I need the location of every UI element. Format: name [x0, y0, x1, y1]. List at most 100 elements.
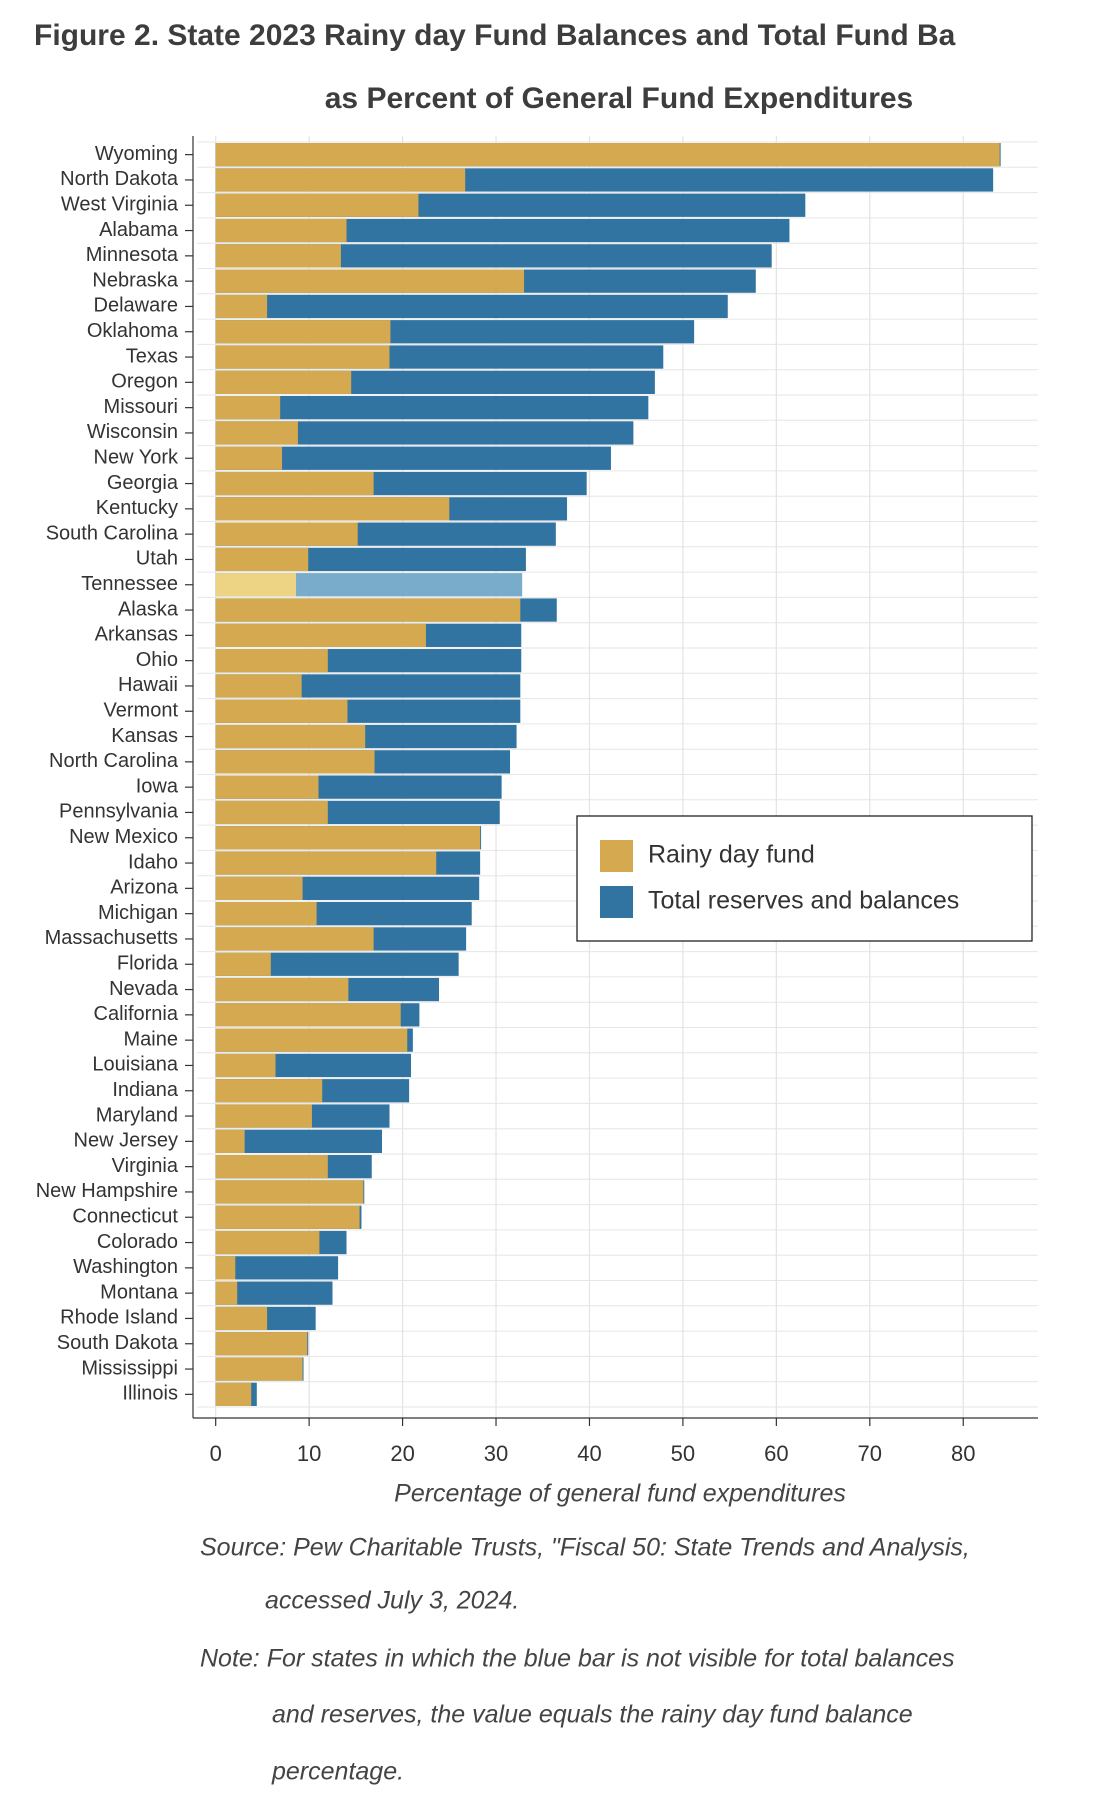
bar	[215, 750, 375, 774]
bar	[215, 927, 374, 951]
bar	[215, 1155, 328, 1179]
bar	[215, 421, 298, 445]
y-tick-label: Utah	[136, 548, 178, 570]
y-tick-label: Kentucky	[96, 497, 178, 519]
y-tick-label: Michigan	[98, 902, 178, 924]
bar	[215, 244, 341, 268]
bar	[215, 370, 352, 394]
bar	[215, 598, 521, 622]
y-tick-label: Oregon	[111, 371, 178, 393]
y-tick-label: New Mexico	[69, 826, 178, 848]
y-tick-label: South Dakota	[57, 1332, 179, 1354]
bar	[215, 446, 283, 470]
y-tick-label: Washington	[73, 1256, 178, 1278]
y-tick-label: Georgia	[107, 472, 179, 494]
y-tick-label: Arkansas	[95, 624, 178, 646]
bar	[215, 724, 366, 749]
bar	[215, 876, 303, 900]
y-tick-label: Maryland	[96, 1104, 178, 1126]
bar	[215, 902, 317, 926]
bar	[215, 218, 790, 243]
y-tick-label: Wisconsin	[87, 421, 178, 443]
bar	[215, 674, 302, 698]
y-tick-label: Nevada	[109, 978, 179, 1000]
y-tick-label: Wyoming	[95, 143, 178, 165]
y-tick-label: Nebraska	[92, 269, 178, 291]
x-tick-label: 80	[951, 1441, 975, 1466]
x-axis-label: Percentage of general fund expenditures	[394, 1480, 846, 1508]
bar	[215, 396, 281, 420]
bar	[215, 1053, 276, 1078]
bar	[215, 800, 328, 825]
legend-swatch	[600, 840, 633, 872]
bar	[215, 244, 772, 268]
bar	[215, 345, 390, 369]
note-line: percentage.	[271, 1758, 404, 1786]
bar	[215, 522, 358, 546]
bar	[215, 294, 268, 319]
bar	[215, 1104, 312, 1128]
y-tick-label: Ohio	[136, 649, 178, 671]
legend-label: Total reserves and balances	[648, 887, 959, 915]
bar	[215, 143, 1000, 167]
bar	[215, 1205, 360, 1229]
bar	[215, 1332, 308, 1356]
source-line: accessed July 3, 2024.	[265, 1587, 519, 1615]
bar	[215, 471, 374, 496]
bar	[215, 1129, 383, 1153]
source-line: Source: Pew Charitable Trusts, "Fiscal 5…	[200, 1534, 970, 1562]
y-tick-label: Louisiana	[92, 1054, 179, 1076]
note-line: and reserves, the value equals the rainy…	[272, 1701, 913, 1729]
bar	[215, 1256, 236, 1280]
bar	[215, 1079, 323, 1103]
chart-subtitle: as Percent of General Fund Expenditures	[325, 82, 914, 115]
bar	[215, 952, 459, 976]
bar	[215, 977, 349, 1002]
y-tick-label: Florida	[117, 953, 179, 975]
legend: Rainy day fund Total reserves and balance…	[576, 815, 1033, 942]
bar	[215, 851, 437, 875]
bar	[215, 193, 419, 217]
y-tick-label: New York	[94, 447, 179, 469]
y-tick-label: Iowa	[136, 775, 179, 797]
legend-swatch	[600, 886, 633, 918]
y-tick-label: Indiana	[112, 1079, 178, 1101]
bar	[215, 1256, 339, 1280]
y-tick-label: Delaware	[94, 295, 178, 317]
bar	[215, 497, 450, 521]
bar	[215, 218, 347, 243]
x-tick-label: 70	[858, 1441, 882, 1466]
y-tick-label: Texas	[126, 345, 178, 367]
bar	[215, 1230, 320, 1255]
y-tick-label: Mississippi	[81, 1357, 178, 1379]
y-tick-label: Connecticut	[72, 1206, 178, 1228]
bar	[215, 1129, 245, 1153]
y-tick-label: New Jersey	[74, 1130, 178, 1152]
bar	[215, 294, 728, 319]
bar	[215, 1281, 333, 1305]
y-tick-label: Alabama	[99, 219, 179, 241]
y-tick-label: Alaska	[118, 598, 179, 620]
y-tick-label: New Hampshire	[36, 1180, 178, 1202]
bar	[215, 320, 391, 344]
bar	[215, 1003, 401, 1027]
bar	[215, 1281, 238, 1305]
bar	[215, 699, 348, 723]
x-tick-label: 30	[484, 1441, 508, 1466]
y-tick-label: Rhode Island	[60, 1307, 178, 1329]
y-tick-label: Tennessee	[81, 573, 178, 595]
bar	[215, 1382, 252, 1406]
bar	[215, 826, 481, 850]
bar	[215, 396, 649, 420]
y-tick-label: West Virginia	[61, 194, 179, 216]
y-tick-label: Idaho	[128, 851, 178, 873]
y-tick-label: South Carolina	[46, 522, 179, 544]
y-tick-label: North Carolina	[49, 750, 179, 772]
y-tick-label: Oklahoma	[87, 320, 179, 342]
y-tick-label: Massachusetts	[45, 927, 178, 949]
note-line: Note: For states in which the blue bar i…	[200, 1645, 955, 1673]
y-tick-label: Arizona	[110, 877, 179, 899]
x-tick-label: 40	[577, 1441, 601, 1466]
bar	[215, 649, 328, 673]
